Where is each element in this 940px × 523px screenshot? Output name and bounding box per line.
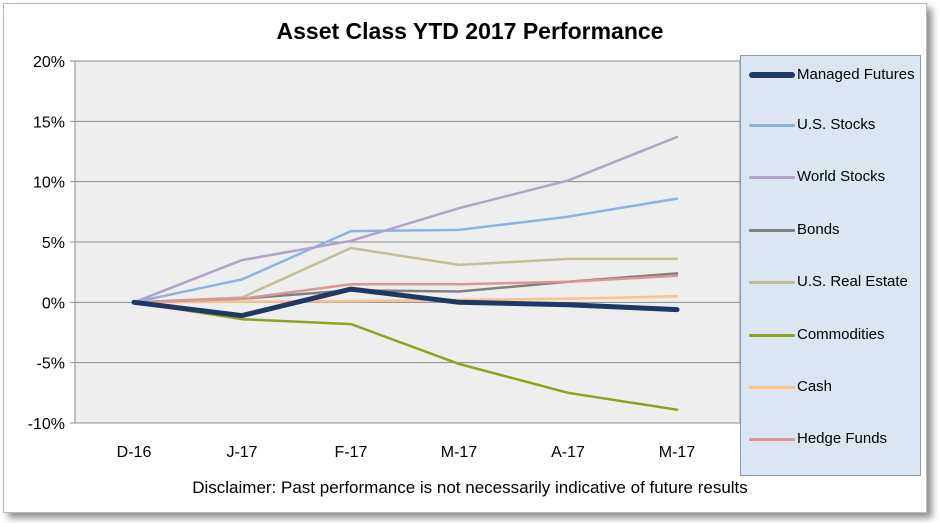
y-tick-label: 15% bbox=[33, 114, 65, 131]
x-tick-label: F-17 bbox=[335, 444, 368, 461]
y-tick-label: 10% bbox=[33, 175, 65, 192]
legend-item: Hedge Funds bbox=[749, 428, 919, 468]
series-lines bbox=[131, 135, 680, 411]
series-line-commodities bbox=[132, 301, 679, 411]
y-tick-label: 5% bbox=[42, 235, 65, 252]
series-line-world-stocks bbox=[132, 135, 679, 304]
x-tick-label: D-16 bbox=[117, 444, 152, 461]
x-axis-ticks: D-16 J-17 F-17 M-17 A-17 M-17 bbox=[117, 444, 696, 461]
series-line-hedge-funds bbox=[132, 274, 679, 304]
x-tick-label: J-17 bbox=[226, 444, 257, 461]
legend-swatch bbox=[749, 72, 795, 78]
x-tick-label: M-17 bbox=[441, 444, 478, 461]
x-tick-label: M-17 bbox=[659, 444, 696, 461]
y-tick-label: 20% bbox=[33, 54, 65, 71]
legend-swatch bbox=[749, 176, 795, 179]
legend-item: Bonds bbox=[749, 219, 919, 259]
legend-label: World Stocks bbox=[797, 168, 886, 185]
legend-item: Commodities bbox=[749, 324, 919, 364]
y-tick-label: -10% bbox=[28, 416, 65, 433]
disclaimer: Disclaimer: Past performance is not nece… bbox=[192, 478, 748, 497]
legend-item: World Stocks bbox=[749, 166, 919, 206]
legend-label: Hedge Funds bbox=[797, 430, 888, 447]
legend-label: Cash bbox=[797, 378, 833, 395]
legend-swatch bbox=[749, 124, 795, 127]
series-line-cash bbox=[132, 295, 679, 304]
legend-swatch bbox=[749, 334, 795, 337]
legend-swatch bbox=[749, 281, 795, 284]
y-tick-label: -5% bbox=[37, 356, 65, 373]
legend-label: U.S. Real Estate bbox=[797, 273, 908, 290]
legend-item: U.S. Real Estate bbox=[749, 271, 919, 311]
legend-swatch bbox=[749, 229, 795, 232]
legend-label: Managed Futures bbox=[797, 66, 915, 83]
legend-label: U.S. Stocks bbox=[797, 116, 876, 133]
legend-swatch bbox=[749, 386, 795, 389]
legend-label: Bonds bbox=[797, 221, 840, 238]
y-axis-ticks: -10% -5% 0% 5% 10% 15% 20% bbox=[28, 54, 75, 433]
legend-item: U.S. Stocks bbox=[749, 114, 919, 154]
x-tick-label: A-17 bbox=[551, 444, 585, 461]
legend-label: Commodities bbox=[797, 326, 885, 343]
chart-title: Asset Class YTD 2017 Performance bbox=[276, 18, 664, 44]
legend-swatch bbox=[749, 438, 795, 441]
y-tick-label: 0% bbox=[42, 295, 65, 312]
series-line-u-s-stocks bbox=[132, 197, 679, 304]
legend-item: Cash bbox=[749, 376, 919, 416]
series-line-managed-futures bbox=[131, 286, 680, 319]
legend: Managed Futures U.S. Stocks World Stocks Bo… bbox=[740, 55, 921, 476]
legend-item: Managed Futures bbox=[749, 64, 919, 104]
